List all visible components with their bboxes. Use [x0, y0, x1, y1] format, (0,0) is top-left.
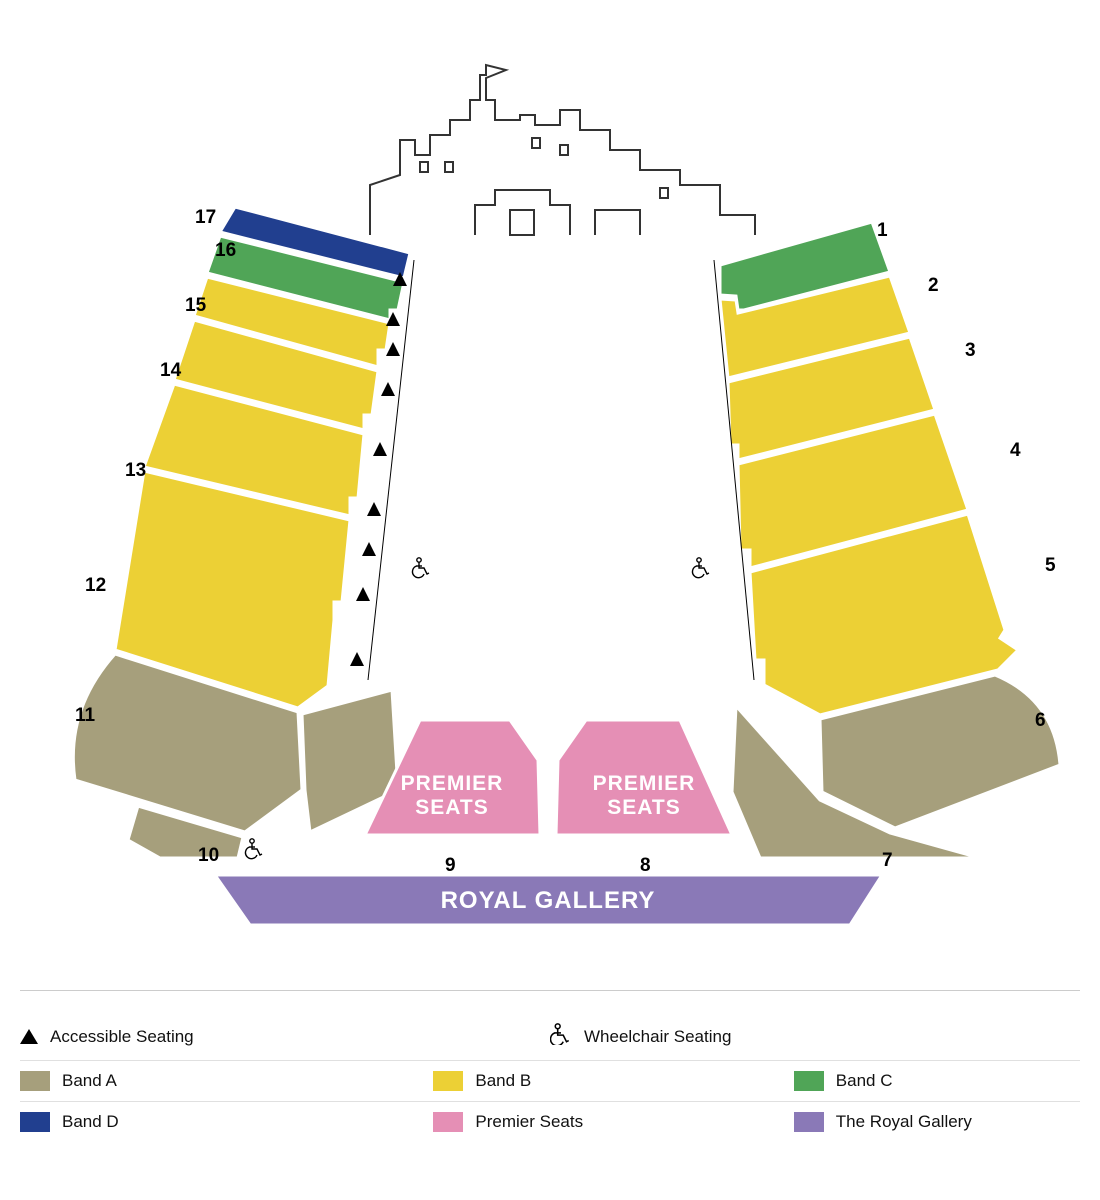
svg-text:PREMIERSEATS: PREMIERSEATS: [593, 772, 696, 819]
section-number-6: 6: [1035, 710, 1046, 732]
swatch-icon: [20, 1071, 50, 1091]
section-number-12: 12: [85, 575, 106, 597]
castle-illustration: [370, 65, 755, 235]
svg-text:PREMIERSEATS: PREMIERSEATS: [401, 772, 504, 819]
section-number-11: 11: [75, 705, 95, 727]
legend-item: Band B: [433, 1071, 793, 1091]
section-number-2: 2: [928, 275, 939, 297]
section-number-17: 17: [195, 207, 216, 229]
legend-label: Premier Seats: [475, 1112, 583, 1132]
legend-item: Band D: [20, 1112, 433, 1132]
legend-label: Band A: [62, 1071, 117, 1091]
swatch-icon: [433, 1112, 463, 1132]
section-number-9: 9: [445, 855, 456, 877]
legend-label-wheelchair: Wheelchair Seating: [584, 1027, 731, 1047]
legend-item: Band C: [794, 1071, 1080, 1091]
wheelchair-seating-icon: [692, 558, 709, 578]
section-number-7: 7: [882, 850, 893, 872]
legend-label: Band C: [836, 1071, 893, 1091]
legend-row-bands-2: Band D Premier Seats The Royal Gallery: [20, 1102, 1080, 1142]
section-number-3: 3: [965, 340, 976, 362]
swatch-icon: [794, 1112, 824, 1132]
legend-item: Premier Seats: [433, 1112, 793, 1132]
section-number-1: 1: [877, 220, 888, 242]
section-number-16: 16: [215, 240, 236, 262]
legend-row-symbols: Accessible Seating Wheelchair Seating: [20, 1013, 1080, 1061]
section-number-15: 15: [185, 295, 206, 317]
accessible-seating-icon: [362, 542, 376, 556]
section-number-13: 13: [125, 460, 146, 482]
premier-label-9b: SEATS: [415, 796, 488, 819]
section-number-4: 4: [1010, 440, 1021, 462]
seating-svg: PREMIERSEATS PREMIERSEATS ROYAL GALLERY: [20, 20, 1080, 960]
accessible-seating-icon: [373, 442, 387, 456]
royal-gallery-label: ROYAL GALLERY: [441, 887, 656, 914]
legend-label: The Royal Gallery: [836, 1112, 972, 1132]
seating-diagram: PREMIERSEATS PREMIERSEATS ROYAL GALLERY: [20, 20, 1080, 960]
legend-item: Band A: [20, 1071, 433, 1091]
legend-label: Band D: [62, 1112, 119, 1132]
swatch-icon: [794, 1071, 824, 1091]
section-number-14: 14: [160, 360, 181, 382]
legend-item-wheelchair: Wheelchair Seating: [550, 1023, 1080, 1050]
swatch-icon: [20, 1112, 50, 1132]
legend-label-accessible: Accessible Seating: [50, 1027, 194, 1047]
legend-item-accessible: Accessible Seating: [20, 1023, 550, 1050]
section-number-8: 8: [640, 855, 651, 877]
royal-gallery: ROYAL GALLERY: [215, 875, 882, 925]
wheelchair-seating-icon: [245, 839, 262, 859]
legend-row-bands-1: Band A Band B Band C: [20, 1061, 1080, 1102]
legend-item: The Royal Gallery: [794, 1112, 1080, 1132]
premier-label-8b: SEATS: [607, 796, 680, 819]
aisle-lines: [368, 260, 754, 680]
legend-label: Band B: [475, 1071, 531, 1091]
wheelchair-icon: [550, 1023, 572, 1050]
legend: Accessible Seating Wheelchair Seating Ba…: [20, 990, 1080, 1142]
accessible-seating-icon: [367, 502, 381, 516]
premier-label-9a: PREMIER: [401, 772, 504, 795]
accessible-seating-icon: [350, 652, 364, 666]
swatch-icon: [433, 1071, 463, 1091]
wheelchair-seating-icon: [412, 558, 429, 578]
accessible-seating-icon: [381, 382, 395, 396]
premier-label-8a: PREMIER: [593, 772, 696, 795]
accessible-seating-icon: [356, 587, 370, 601]
triangle-icon: [20, 1029, 38, 1044]
premier-seats: PREMIERSEATS PREMIERSEATS: [365, 720, 732, 835]
section-number-10: 10: [198, 845, 219, 867]
section-number-5: 5: [1045, 555, 1056, 577]
